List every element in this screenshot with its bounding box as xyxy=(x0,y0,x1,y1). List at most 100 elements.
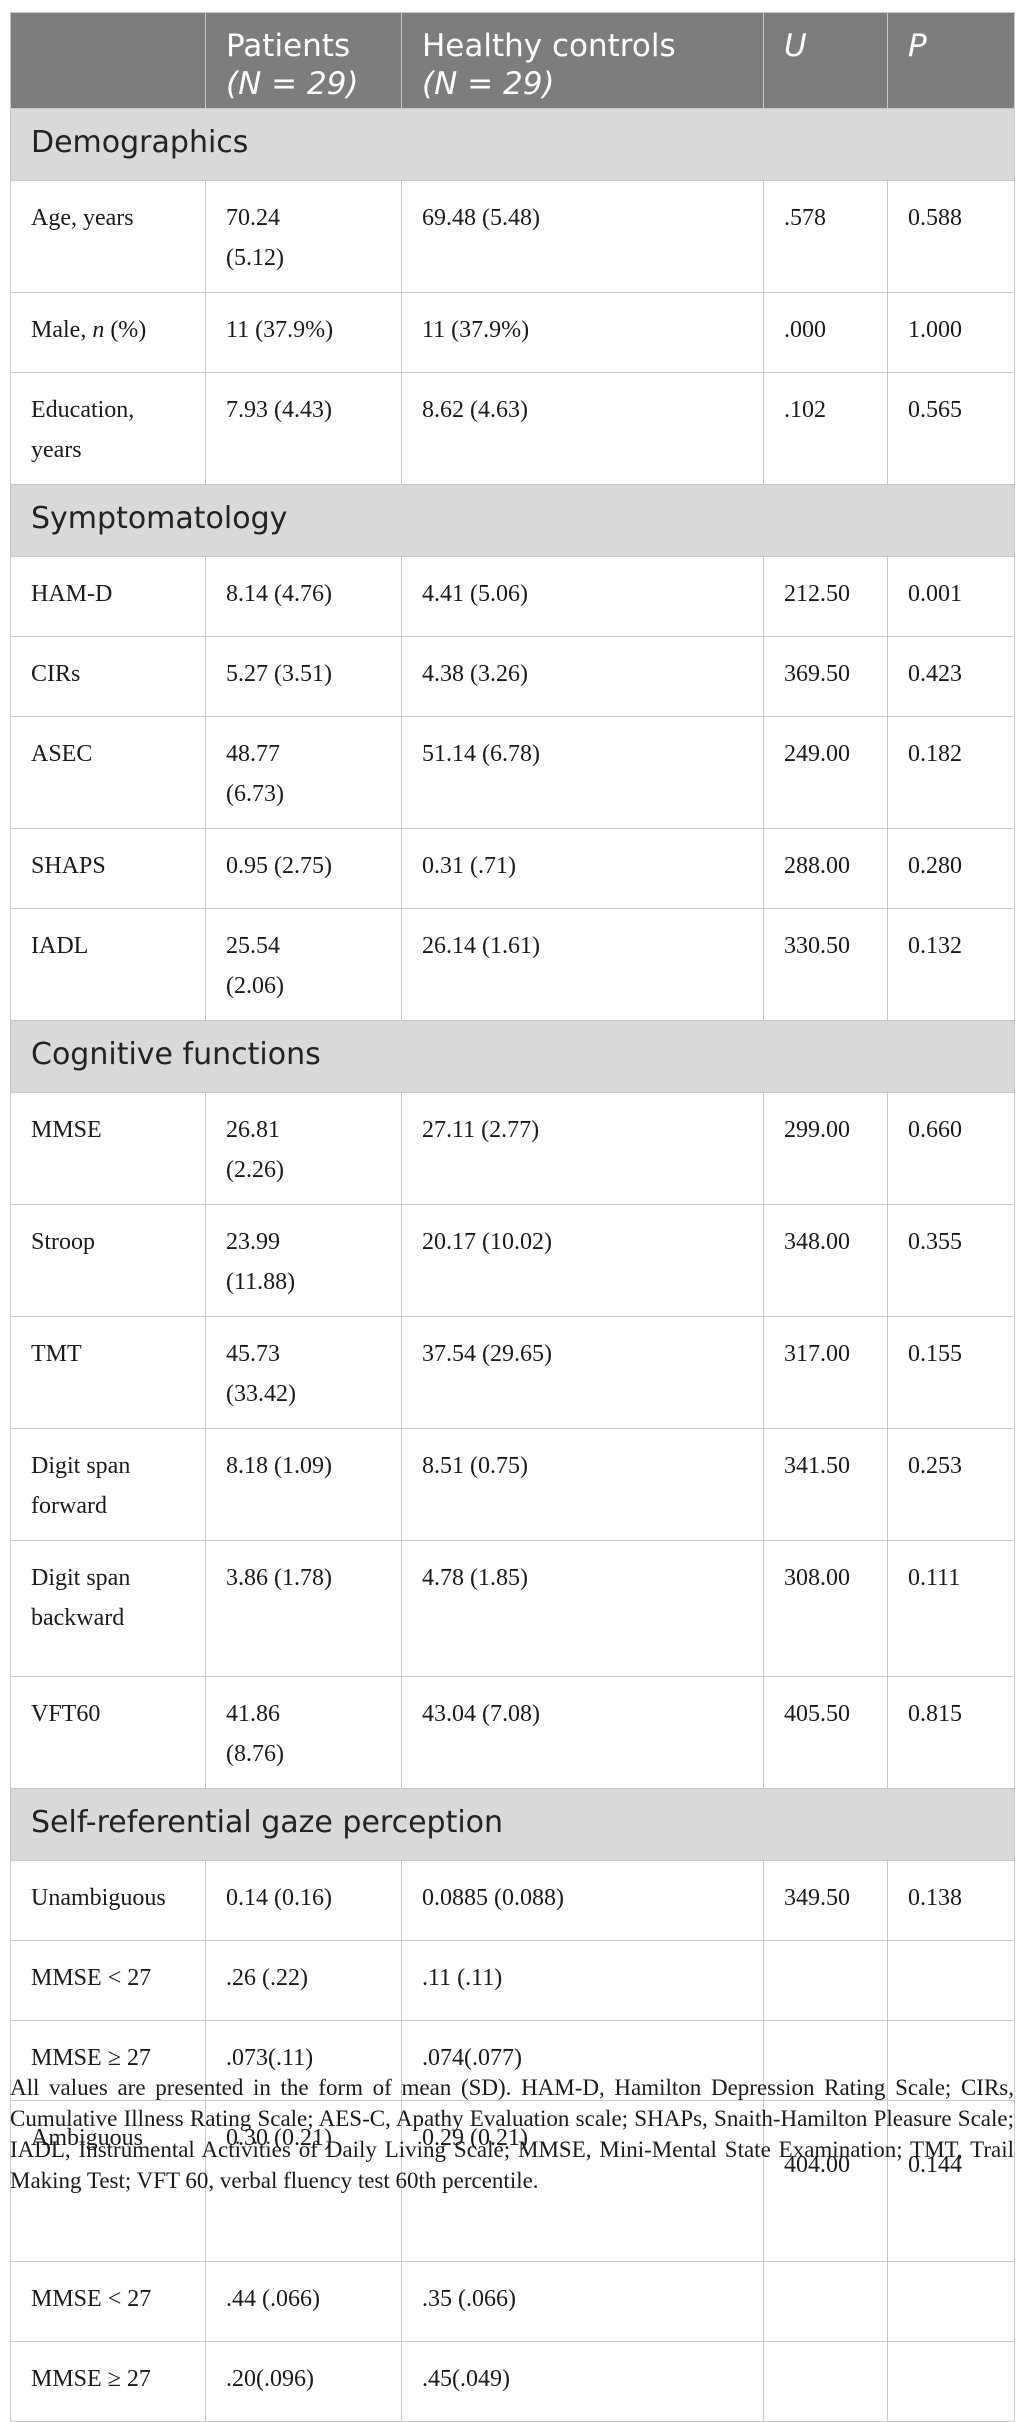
u-value: 299.00 xyxy=(763,1092,888,1205)
section-title: Demographics xyxy=(10,108,1015,181)
table-row: MMSE < 27.44 (.066) .35 (.066) xyxy=(10,2261,1015,2342)
p-value: 0.815 xyxy=(887,1676,1015,1789)
patients-value: 8.18 (1.09) xyxy=(205,1428,402,1541)
u-value: 405.50 xyxy=(763,1676,888,1789)
u-value: 369.50 xyxy=(763,636,888,717)
controls-value: 8.51 (0.75) xyxy=(401,1428,764,1541)
controls-value: .45(.049) xyxy=(401,2341,764,2422)
header-row: Patients (N = 29) Healthy controls (N = … xyxy=(10,12,1015,109)
controls-value: 37.54 (29.65) xyxy=(401,1316,764,1429)
u-value: 249.00 xyxy=(763,716,888,829)
p-value: 0.111 xyxy=(887,1540,1015,1677)
header-controls: Healthy controls (N = 29) xyxy=(401,12,764,109)
p-value xyxy=(887,2261,1015,2342)
controls-value: 11 (37.9%) xyxy=(401,292,764,373)
u-value xyxy=(763,2341,888,2422)
row-label: TMT xyxy=(10,1316,206,1429)
patients-value: 45.73 (33.42) xyxy=(205,1316,402,1429)
section-title: Symptomatology xyxy=(10,484,1015,557)
table-row: SHAPS 0.95 (2.75) 0.31 (.71) 288.00 0.280 xyxy=(10,828,1015,909)
patients-value: 70.24 (5.12) xyxy=(205,180,402,293)
p-value: 0.182 xyxy=(887,716,1015,829)
table-row: CIRs 5.27 (3.51) 4.38 (3.26) 369.50 0.423 xyxy=(10,636,1015,717)
table-row: Age, years 70.24 (5.12) 69.48 (5.48) .578 0.… xyxy=(10,180,1015,293)
controls-value: 0.0885 (0.088) xyxy=(401,1860,764,1941)
header-patients-n: (N = 29) xyxy=(226,66,359,102)
header-p-label: P xyxy=(908,28,927,64)
u-value: 212.50 xyxy=(763,556,888,637)
patients-value: .26 (.22) xyxy=(205,1940,402,2021)
controls-value: 27.11 (2.77) xyxy=(401,1092,764,1205)
p-value: 0.253 xyxy=(887,1428,1015,1541)
patients-value: 0.95 (2.75) xyxy=(205,828,402,909)
table-row: Ambiguous 0.30 (0.21) 0.29 (0.21) 404.00 0.… xyxy=(10,2100,1015,2262)
patients-value: 25.54 (2.06) xyxy=(205,908,402,1021)
row-label: MMSE < 27 xyxy=(10,2261,206,2342)
table-container: Patients (N = 29) Healthy controls (N = … xyxy=(10,12,1015,2422)
row-label: Ambiguous xyxy=(10,2100,206,2262)
row-label: MMSE ≥ 27 xyxy=(10,2341,206,2422)
u-value: 308.00 xyxy=(763,1540,888,1677)
p-value: 0.138 xyxy=(887,1860,1015,1941)
p-value: 0.565 xyxy=(887,372,1015,485)
row-label: IADL xyxy=(10,908,206,1021)
table-body: Demographics Age, years 70.24 (5.12) 69.48 … xyxy=(10,108,1015,2422)
controls-value: 4.78 (1.85) xyxy=(401,1540,764,1677)
row-label: ASEC xyxy=(10,716,206,829)
section-row: Self-referential gaze perception xyxy=(10,1788,1015,1861)
u-value: 317.00 xyxy=(763,1316,888,1429)
u-value xyxy=(763,2261,888,2342)
patients-value: .44 (.066) xyxy=(205,2261,402,2342)
row-label: HAM-D xyxy=(10,556,206,637)
row-label: Unambiguous xyxy=(10,1860,206,1941)
table-row: TMT 45.73 (33.42) 37.54 (29.65) 317.00 0.155 xyxy=(10,1316,1015,1429)
controls-value: 4.41 (5.06) xyxy=(401,556,764,637)
u-value: 349.50 xyxy=(763,1860,888,1941)
u-value: .000 xyxy=(763,292,888,373)
u-value: 330.50 xyxy=(763,908,888,1021)
p-value: 0.423 xyxy=(887,636,1015,717)
patients-value: 23.99 (11.88) xyxy=(205,1204,402,1317)
header-patients: Patients (N = 29) xyxy=(205,12,402,109)
u-value: 348.00 xyxy=(763,1204,888,1317)
patients-value: 48.77 (6.73) xyxy=(205,716,402,829)
table-row: MMSE 26.81 (2.26) 27.11 (2.77) 299.00 0.660 xyxy=(10,1092,1015,1205)
row-label: Digit span forward xyxy=(10,1428,206,1541)
row-label: Stroop xyxy=(10,1204,206,1317)
controls-value: 4.38 (3.26) xyxy=(401,636,764,717)
p-value xyxy=(887,2341,1015,2422)
table-row: HAM-D 8.14 (4.76) 4.41 (5.06) 212.50 0.001 xyxy=(10,556,1015,637)
p-value: 0.660 xyxy=(887,1092,1015,1205)
table-row: Unambiguous 0.14 (0.16) 0.0885 (0.088) 349.… xyxy=(10,1860,1015,1941)
controls-value: 8.62 (4.63) xyxy=(401,372,764,485)
u-value: .102 xyxy=(763,372,888,485)
header-p: P xyxy=(887,12,1015,109)
row-label: MMSE xyxy=(10,1092,206,1205)
p-value: 0.280 xyxy=(887,828,1015,909)
controls-value: .074(.077) xyxy=(401,2020,764,2101)
p-value: 0.588 xyxy=(887,180,1015,293)
header-patients-label: Patients xyxy=(226,28,351,64)
header-label-cell xyxy=(10,12,206,109)
row-label: VFT60 xyxy=(10,1676,206,1789)
row-label: SHAPS xyxy=(10,828,206,909)
u-value: .578 xyxy=(763,180,888,293)
row-label: Digit span backward xyxy=(10,1540,206,1677)
section-title: Cognitive functions xyxy=(10,1020,1015,1093)
u-value: 341.50 xyxy=(763,1428,888,1541)
patients-value: 11 (37.9%) xyxy=(205,292,402,373)
table-row: MMSE ≥ 27.20(.096) .45(.049) xyxy=(10,2341,1015,2422)
patients-value: 8.14 (4.76) xyxy=(205,556,402,637)
table-row: Digit span backward 3.86 (1.78) 4.78 (1.85… xyxy=(10,1540,1015,1677)
p-value: 0.155 xyxy=(887,1316,1015,1429)
u-value: 288.00 xyxy=(763,828,888,909)
u-value: 404.00 xyxy=(763,2100,888,2262)
section-row: Cognitive functions xyxy=(10,1020,1015,1093)
row-label-text: Male, xyxy=(31,317,93,343)
row-label: Male, n (%) xyxy=(10,292,206,373)
row-label: Education, years xyxy=(10,372,206,485)
table-row: Male, n (%) 11 (37.9%) 11 (37.9%) .000 1.000 xyxy=(10,292,1015,373)
results-table: Patients (N = 29) Healthy controls (N = … xyxy=(10,12,1015,2422)
patients-value: 41.86 (8.76) xyxy=(205,1676,402,1789)
section-row: Symptomatology xyxy=(10,484,1015,557)
